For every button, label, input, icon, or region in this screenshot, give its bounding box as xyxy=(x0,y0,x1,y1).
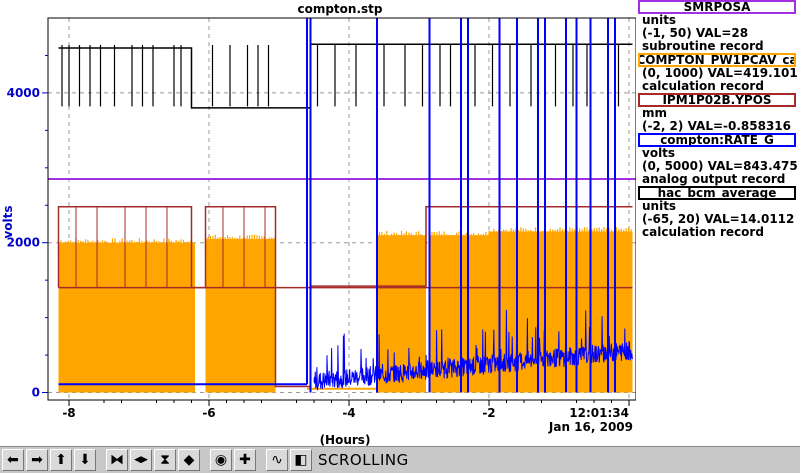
legend-record: subroutine record xyxy=(642,39,764,53)
chart-title: compton.stp xyxy=(297,2,382,16)
legend-range: (-2, 2) VAL=-0.858316 xyxy=(642,119,792,133)
toolbar-separator xyxy=(202,449,208,471)
plot-frame xyxy=(47,17,636,401)
pcav-band xyxy=(376,230,426,393)
legend-entry-name[interactable]: COMPTON_PW1PCAV_ca xyxy=(638,53,796,67)
rate-spikes xyxy=(309,18,616,393)
y-axis-label: volts xyxy=(1,205,15,238)
x-tick-label: 12:01:34 xyxy=(569,406,629,420)
legend: SMRPOSA units (-1, 50) VAL=28 subroutine re… xyxy=(636,0,800,446)
toolbar: ➡ ➡ ⬆ ⬇ ⧓ ◀▶ ⧗ ◆ ◉ ✚ ∿ ◧ SCROLLING xyxy=(0,446,800,473)
plus-icon: ✚ xyxy=(239,452,251,468)
arrow-up-icon: ⬆ xyxy=(55,452,67,468)
legend-range: (0, 1000) VAL=419.101 xyxy=(642,66,798,80)
x-tick-label: -8 xyxy=(62,406,75,420)
legend-entry[interactable]: compton:RATE_G volts (0, 5000) VAL=843.475… xyxy=(636,133,800,186)
pcav-band-teeth xyxy=(488,227,632,247)
legend-entry-name[interactable]: IPM1P02B.YPOS xyxy=(638,93,796,107)
status-text: SCROLLING xyxy=(318,451,409,469)
date-label: Jan 16, 2009 xyxy=(548,420,633,434)
pcav-band-teeth xyxy=(204,234,275,254)
arrow-right-icon: ➡ xyxy=(31,452,43,468)
y-tick-label: 2000 xyxy=(7,236,40,250)
x-tick-label: -2 xyxy=(482,406,495,420)
axis-layer: -8 -6 -4 -2 12:01:34 0 2000 4000 xyxy=(7,54,630,420)
pcav-band-fill xyxy=(205,238,276,393)
scroll-up-button[interactable]: ⬆ xyxy=(50,449,72,471)
autoscale-button[interactable]: ◉ xyxy=(210,449,232,471)
toolbar-separator xyxy=(258,449,264,471)
zoom-in-horizontal-button[interactable]: ⧓ xyxy=(106,449,128,471)
zoom-in-h-icon: ⧓ xyxy=(110,452,124,468)
toolbar-buttons: ➡ ➡ ⬆ ⬇ ⧓ ◀▶ ⧗ ◆ ◉ ✚ ∿ ◧ xyxy=(2,449,312,471)
x-axis-label: (Hours) xyxy=(320,433,371,446)
zoom-out-horizontal-button[interactable]: ◀▶ xyxy=(130,449,152,471)
legend-range: (0, 5000) VAL=843.475 xyxy=(642,159,798,173)
toolbar-separator xyxy=(98,449,104,471)
x-tick-label: -4 xyxy=(342,406,355,420)
legend-record: calculation record xyxy=(642,225,764,239)
y-tick-label: 0 xyxy=(32,386,40,400)
strip-chart: -8 -6 -4 -2 12:01:34 0 2000 4000 compton.stp vo… xyxy=(1,2,636,446)
print-icon: ◧ xyxy=(294,452,308,468)
legend-entry-name[interactable]: hac_bcm_average xyxy=(638,186,796,200)
pcav-band-fill xyxy=(377,235,426,393)
ypos-spikes xyxy=(75,206,266,288)
bcm-line xyxy=(58,43,633,109)
zoom-in-v-icon: ⧗ xyxy=(160,452,170,468)
zoom-in-vertical-button[interactable]: ⧗ xyxy=(154,449,176,471)
pcav-band-fill xyxy=(58,242,195,393)
y-tick-label: 4000 xyxy=(7,86,40,100)
ypos-line xyxy=(57,206,633,388)
legend-entry-name[interactable]: SMRPOSA xyxy=(638,0,796,14)
print-button[interactable]: ◧ xyxy=(290,449,312,471)
pcav-band xyxy=(57,238,195,393)
legend-range: (-1, 50) VAL=28 xyxy=(642,26,749,40)
arrow-down-icon: ⬇ xyxy=(79,452,91,468)
legend-entry-name[interactable]: compton:RATE_G xyxy=(638,133,796,147)
legend-entry[interactable]: hac_bcm_average units (-65, 20) VAL=14.011… xyxy=(636,186,800,239)
arrow-left-icon: ➡ xyxy=(7,452,19,468)
pcav-band xyxy=(204,234,276,393)
scroll-down-button[interactable]: ⬇ xyxy=(74,449,96,471)
legend-units: volts xyxy=(642,146,676,160)
legend-units: units xyxy=(642,13,677,27)
legend-record: analog output record xyxy=(642,172,786,186)
circle-icon: ◉ xyxy=(214,452,228,468)
zoom-out-v-icon: ◆ xyxy=(183,452,195,468)
bcm-dropouts xyxy=(61,44,620,107)
scroll-right-button[interactable]: ➡ xyxy=(26,449,48,471)
legend-units: units xyxy=(642,199,677,213)
scroll-left-button[interactable]: ➡ xyxy=(2,449,24,471)
waveform-icon: ∿ xyxy=(271,452,283,468)
zoom-out-vertical-button[interactable]: ◆ xyxy=(178,449,200,471)
legend-entry[interactable]: SMRPOSA units (-1, 50) VAL=28 subroutine re… xyxy=(636,0,800,53)
legend-range: (-65, 20) VAL=14.0112 xyxy=(642,212,795,226)
legend-units: mm xyxy=(642,106,668,120)
x-tick-label: -6 xyxy=(202,406,215,420)
rate-noise xyxy=(313,309,633,391)
zoom-out-h-icon: ◀▶ xyxy=(134,454,148,465)
add-trace-button[interactable]: ✚ xyxy=(234,449,256,471)
waveform-button[interactable]: ∿ xyxy=(266,449,288,471)
legend-entry[interactable]: IPM1P02B.YPOS mm (-2, 2) VAL=-0.858316 xyxy=(636,93,800,133)
legend-record: calculation record xyxy=(642,79,764,93)
legend-entry[interactable]: COMPTON_PW1PCAV_ca (0, 1000) VAL=419.101 c… xyxy=(636,53,800,93)
series-layer xyxy=(48,18,636,393)
